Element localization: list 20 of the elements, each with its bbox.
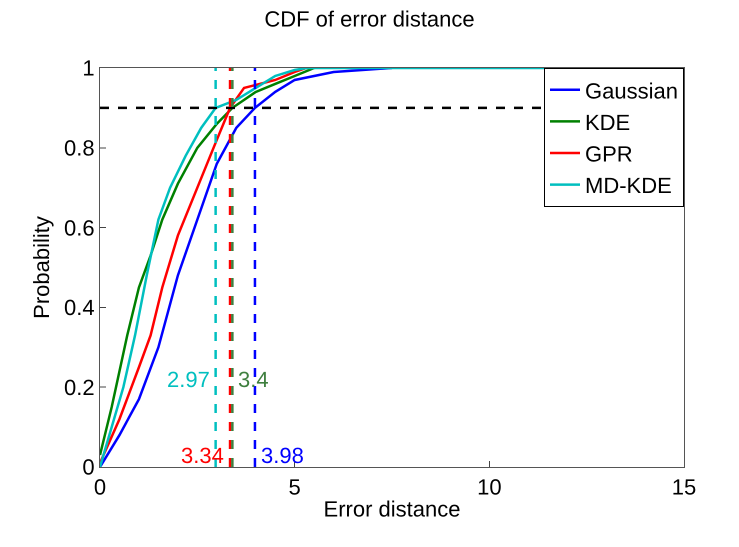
legend-label: GPR xyxy=(585,142,633,167)
y-tick-label: 1 xyxy=(82,56,95,81)
x-tick-label: 5 xyxy=(288,474,301,500)
legend-label: MD-KDE xyxy=(585,173,672,198)
x-axis-title: Error distance xyxy=(324,496,460,522)
ref-line-label: 3.4 xyxy=(238,367,269,392)
chart-title: CDF of error distance xyxy=(264,6,475,32)
legend-label: KDE xyxy=(585,110,630,135)
y-tick-label: 0 xyxy=(82,454,95,480)
y-axis-title: Probability xyxy=(28,216,54,319)
ref-line-label: 3.34 xyxy=(181,443,224,468)
legend-label: Gaussian xyxy=(585,78,678,104)
y-tick-label: 0.8 xyxy=(64,136,95,160)
y-tick-label: 0.4 xyxy=(64,295,95,320)
x-tick-label: 10 xyxy=(477,474,502,500)
y-tick-label: 0.6 xyxy=(64,215,95,240)
x-tick-label: 15 xyxy=(672,474,696,500)
ref-line-label: 2.97 xyxy=(167,367,210,392)
y-tick-label: 0.2 xyxy=(64,374,95,400)
ref-line-label: 3.98 xyxy=(261,443,304,468)
